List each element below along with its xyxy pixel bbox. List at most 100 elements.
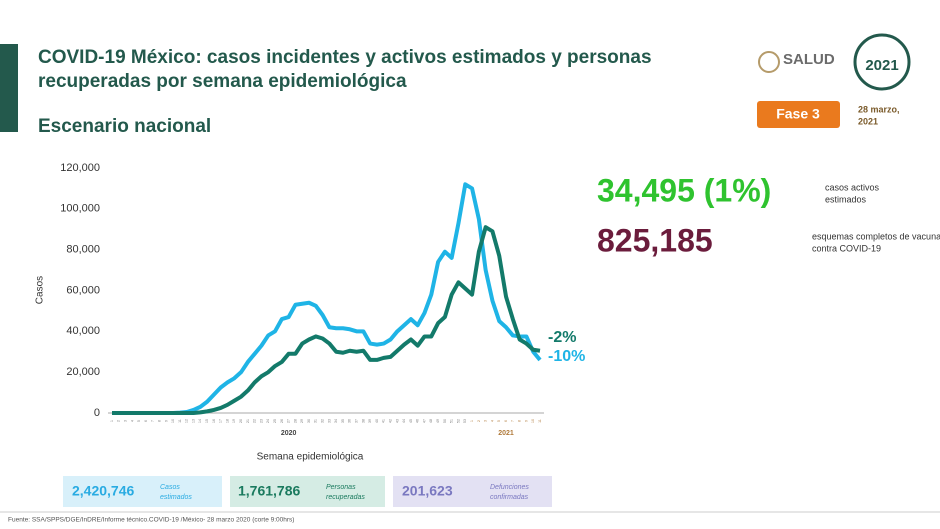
subtitle: Escenario nacional	[38, 116, 211, 137]
series-line	[112, 225, 541, 415]
x-tick-label: 37	[354, 419, 358, 423]
x-tick-label: 11	[178, 419, 182, 423]
logo-2021-ring	[853, 33, 911, 91]
title-line-1: COVID-19 México: casos incidentes y acti…	[38, 47, 652, 68]
x-tick-label: 43	[395, 419, 399, 423]
x-tick-label: 49	[436, 419, 440, 423]
x-tick-label: 26	[280, 419, 284, 423]
date-line-2: 2021	[858, 116, 878, 126]
x-tick-label: 14	[198, 419, 202, 423]
x-tick-label: 7	[511, 420, 515, 422]
x-tick-label: 34	[334, 419, 338, 423]
x-tick-label: 48	[429, 419, 433, 423]
y-axis-label: Casos	[35, 276, 46, 304]
y-tick-label: 40,000	[66, 325, 100, 337]
x-tick-label: 11	[538, 419, 542, 423]
x-tick-label: 21	[246, 419, 250, 423]
box-cases	[63, 476, 222, 507]
x-tick-label: 45	[409, 419, 413, 423]
logo-salud: SALUD	[783, 51, 835, 68]
x-tick-label: 33	[327, 419, 331, 423]
source-note: Fuente: SSA/SPPS/DGE/InDRE/Informe técni…	[8, 517, 294, 524]
x-tick-label: 30	[307, 419, 311, 423]
box-deaths-label-2: confirmadas	[490, 494, 529, 501]
x-tick-label: 1	[470, 420, 474, 422]
x-tick-label: 4	[130, 420, 134, 422]
box-deaths-value: 201,623	[402, 483, 453, 499]
x-tick-label: 24	[266, 419, 270, 423]
x-tick-label: 29	[300, 419, 304, 423]
box-deaths	[393, 476, 552, 507]
y-tick-label: 100,000	[60, 203, 100, 215]
active-cases-label-1: casos activos	[825, 182, 880, 192]
y-tick-label: 80,000	[66, 244, 100, 256]
accent-bar	[0, 44, 18, 132]
x-tick-label: 23	[259, 419, 263, 423]
x-tick-label: 31	[314, 419, 318, 423]
x-tick-label: 4	[490, 420, 494, 422]
x-tick-label: 10	[171, 419, 175, 423]
x-tick-label: 35	[341, 419, 345, 423]
x-tick-label: 39	[368, 419, 372, 423]
x-tick-label: 12	[185, 419, 189, 423]
x-tick-label: 20	[239, 419, 243, 423]
x-tick-label: 38	[361, 419, 365, 423]
y-tick-label: 120,000	[60, 162, 100, 174]
box-recovered-label-1: Personas	[326, 484, 356, 491]
x-tick-label: 7	[151, 420, 155, 422]
phase-badge	[757, 101, 840, 128]
box-cases-label-2: estimados	[160, 494, 192, 501]
x-tick-label: 6	[144, 420, 148, 422]
x-tick-label: 6	[504, 420, 508, 422]
x-tick-label: 40	[375, 419, 379, 423]
box-recovered-value: 1,761,786	[238, 483, 300, 499]
box-deaths-label-1: Defunciones	[490, 484, 529, 491]
x-tick-label: 44	[402, 419, 406, 423]
x-tick-label: 18	[225, 419, 229, 423]
change-annotation: -10%	[548, 348, 585, 365]
x-tick-label: 19	[232, 419, 236, 423]
x-tick-label: 3	[124, 420, 128, 422]
logo-emblem	[758, 51, 780, 73]
x-tick-label: 15	[205, 419, 209, 423]
vaccination-label-2: contra COVID-19	[812, 243, 881, 253]
x-tick-label: 13	[191, 419, 195, 423]
box-cases-value: 2,420,746	[72, 483, 134, 499]
box-cases-label-1: Casos	[160, 484, 180, 491]
x-tick-label: 16	[212, 419, 216, 423]
x-tick-label: 22	[253, 419, 257, 423]
y-tick-label: 20,000	[66, 366, 100, 378]
x-tick-label: 53	[463, 419, 467, 423]
x-tick-label: 32	[321, 419, 325, 423]
box-recovered	[230, 476, 385, 507]
active-cases: 34,495 (1%)	[597, 172, 771, 208]
x-tick-label: 52	[456, 419, 460, 423]
phase-label: Fase 3	[776, 106, 820, 122]
x-tick-label: 9	[164, 420, 168, 422]
change-annotation: -2%	[548, 329, 576, 346]
vaccination: 825,185	[597, 222, 713, 258]
x-tick-label: 1	[110, 420, 114, 422]
x-tick-label: 47	[422, 419, 426, 423]
x-tick-label: 2	[117, 420, 121, 422]
x-tick-label: 27	[287, 419, 291, 423]
date-line-1: 28 marzo,	[858, 104, 900, 114]
x-tick-label: 5	[497, 420, 501, 422]
x-tick-label: 36	[348, 419, 352, 423]
x-tick-label: 10	[531, 419, 535, 423]
x-tick-label: 3	[484, 420, 488, 422]
y-tick-label: 60,000	[66, 284, 100, 296]
logo-2021: 2021	[865, 57, 898, 74]
y-tick-label: 0	[94, 407, 100, 419]
year-label: 2021	[498, 430, 514, 437]
x-tick-label: 41	[382, 419, 386, 423]
title-line-2: recuperadas por semana epidemiológica	[38, 71, 407, 92]
x-tick-label: 9	[524, 420, 528, 422]
box-recovered-label-2: recuperadas	[326, 494, 365, 501]
x-tick-label: 2	[477, 420, 481, 422]
x-tick-label: 25	[273, 419, 277, 423]
x-tick-label: 50	[443, 419, 447, 423]
year-label: 2020	[281, 430, 297, 437]
